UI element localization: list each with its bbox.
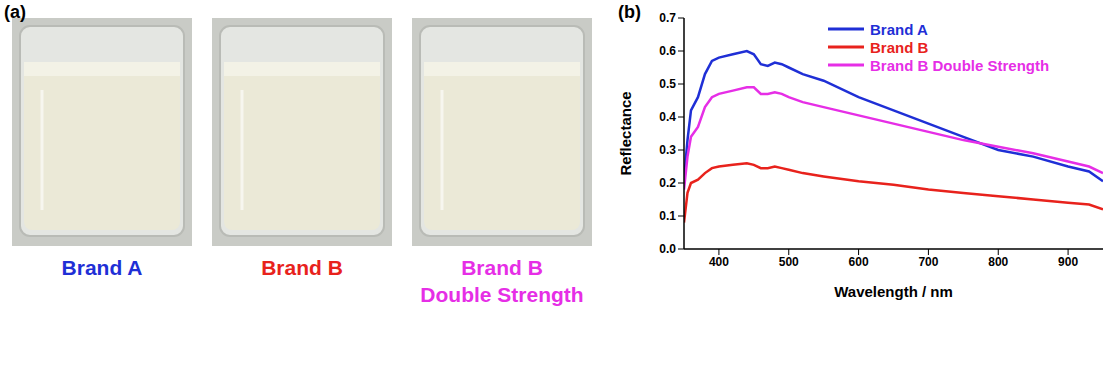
svg-text:0.4: 0.4 xyxy=(659,110,676,124)
svg-text:700: 700 xyxy=(918,255,938,269)
svg-text:900: 900 xyxy=(1058,255,1078,269)
svg-text:0.3: 0.3 xyxy=(659,143,676,157)
html-text:Double Strength: Double Strength xyxy=(420,283,584,306)
svg-text:Reflectance: Reflectance xyxy=(617,91,634,175)
svg-text:600: 600 xyxy=(849,255,869,269)
svg-text:0.6: 0.6 xyxy=(659,44,676,58)
html-text:Brand B: Brand B xyxy=(870,38,929,56)
svg-text:0.1: 0.1 xyxy=(659,209,676,223)
html-text:Brand B: Brand B xyxy=(461,256,543,279)
html-text:(a): (a) xyxy=(4,2,26,22)
svg-text:Wavelength / nm: Wavelength / nm xyxy=(834,283,953,300)
svg-text:500: 500 xyxy=(779,255,799,269)
svg-text:400: 400 xyxy=(709,255,729,269)
html-text:Brand B: Brand B xyxy=(261,256,343,279)
svg-text:0.2: 0.2 xyxy=(659,176,676,190)
html-text:Brand A: Brand A xyxy=(61,256,143,279)
svg-text:800: 800 xyxy=(988,255,1008,269)
html-text:(b): (b) xyxy=(618,2,641,22)
svg-text:0.5: 0.5 xyxy=(659,77,676,91)
html-text:Brand A: Brand A xyxy=(870,20,928,38)
svg-text:0.0: 0.0 xyxy=(659,242,676,256)
svg-text:0.7: 0.7 xyxy=(659,11,676,25)
html-text:Brand B Double Strength: Brand B Double Strength xyxy=(870,56,1050,74)
